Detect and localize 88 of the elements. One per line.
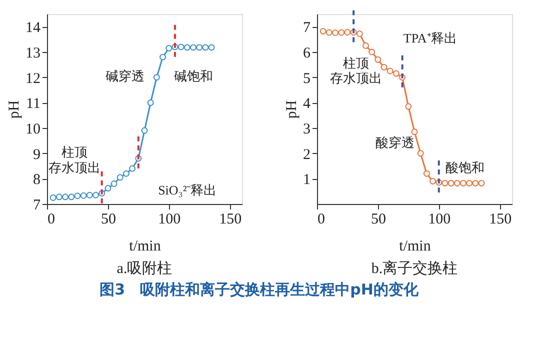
point [374,56,382,63]
point [104,185,112,192]
x-axis-title: t/min [399,238,432,254]
point [356,30,363,37]
point [448,180,454,186]
text: a.吸附柱 [116,260,172,277]
x-tick-label: 50 [100,212,116,228]
point [442,180,448,186]
point [141,127,148,134]
y-tick-label: 8 [33,172,40,188]
point [153,74,160,81]
point [386,68,394,74]
y-tick-label: 7 [303,20,311,36]
point [320,28,326,34]
point [110,180,118,187]
point [116,174,124,181]
y-tick-label: 13 [26,46,40,62]
point [202,44,209,51]
point [166,44,172,52]
x-tick-label: 150 [219,212,242,228]
point [332,30,339,36]
y-tick-label: 14 [26,20,41,36]
x-tick-label: 150 [489,212,512,228]
point [196,44,203,51]
point [454,180,460,186]
y-tick-label: 5 [303,70,310,87]
annotation: 柱顶 [343,55,369,70]
annotation: SiO₃²⁻释出 [158,182,217,198]
point [208,44,215,51]
point [417,150,424,157]
annotation: 酸穿透 [376,135,414,150]
annotation: 柱顶 [61,144,88,160]
caption: 图3 吸附柱和离子交换柱再生过程中pH的变化 [100,280,420,298]
y-tick-label: 9 [33,146,40,163]
point [62,194,69,200]
y-tick-label: 12 [26,70,40,87]
point [430,178,436,184]
y-axis-title: pH [284,100,300,119]
point [405,103,412,110]
annotation: TPA⁺释出 [403,30,457,46]
x-tick-label: 0 [48,212,55,228]
y-tick-label: 4 [303,96,311,112]
point [423,170,430,177]
y-tick-label: 11 [26,96,40,112]
y-tick-label: 10 [26,122,40,138]
point [466,180,473,186]
text: b.离子交换柱 [371,260,458,277]
x-tick-label: 50 [370,212,386,228]
point [86,192,93,198]
point [129,165,136,172]
y-tick-label: 6 [303,46,311,62]
annotation: 存水顶出 [330,70,382,86]
point [178,44,184,50]
annotation: 碱穿透 [106,68,144,84]
y-tick-label: 7 [33,198,41,214]
y-tick-label: 1 [303,172,310,188]
point [392,70,400,77]
point [184,44,190,51]
point [160,54,166,60]
point [478,180,485,186]
point [380,64,388,70]
x-tick-label: 100 [428,212,451,228]
point [368,48,376,56]
point [460,180,466,186]
point [326,29,332,36]
y-tick-label: 3 [303,122,310,138]
annotation: 碱饱和 [174,68,213,84]
point [74,192,81,200]
point [338,29,345,36]
annotation: 酸饱和 [446,160,485,175]
point [80,192,87,199]
point [68,194,75,200]
point [362,42,369,49]
point [50,194,56,201]
point [472,180,479,186]
y-tick-label: 2 [303,146,310,163]
point [56,194,62,200]
point [92,192,99,198]
point [147,99,154,106]
point [344,29,351,36]
x-axis-title: t/min [129,238,162,254]
x-tick-label: 100 [158,212,181,228]
annotation: 存水顶出 [48,160,100,175]
y-axis-title: pH [6,100,22,119]
point [411,128,418,136]
point [122,170,130,177]
x-tick-label: 0 [318,212,325,228]
point [190,44,196,51]
